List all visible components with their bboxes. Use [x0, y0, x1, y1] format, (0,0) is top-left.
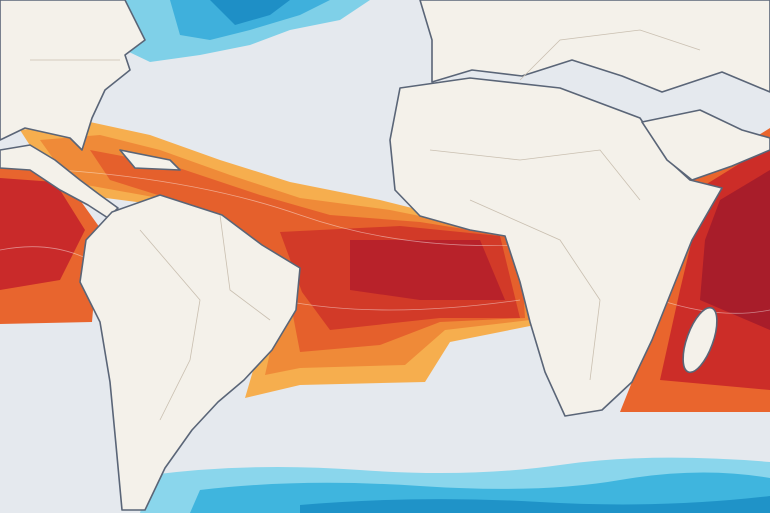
cold-anomaly [120, 0, 770, 513]
borders [30, 29, 701, 421]
contours [0, 169, 770, 314]
